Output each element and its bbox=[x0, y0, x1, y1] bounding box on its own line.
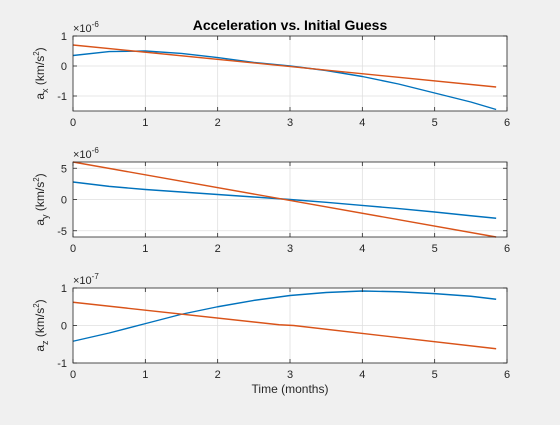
y-tick-label: 1 bbox=[61, 31, 67, 43]
x-tick-label: 3 bbox=[287, 369, 293, 381]
series-line-1 bbox=[72, 181, 497, 219]
y-tick-label: 1 bbox=[61, 283, 67, 295]
x-tick-label: 2 bbox=[215, 369, 221, 381]
x-tick-label: 6 bbox=[504, 117, 510, 129]
series-line-2 bbox=[72, 301, 497, 350]
y-exponent-label: ×10-7 bbox=[73, 272, 99, 287]
y-exponent-label: ×10-6 bbox=[73, 20, 99, 35]
y-axis-label: az (km/s2) bbox=[32, 299, 50, 351]
series-line-1 bbox=[72, 290, 497, 342]
x-tick-label: 0 bbox=[70, 369, 76, 381]
y-exponent-label: ×10-6 bbox=[73, 146, 99, 161]
x-tick-label: 2 bbox=[215, 117, 221, 129]
y-tick-label: 0 bbox=[61, 195, 67, 207]
x-tick-label: 5 bbox=[432, 369, 438, 381]
subplot-2: 0 1 2 3 4 5 6-505×10-6ay (km/s2) bbox=[32, 146, 510, 255]
x-tick-label: 4 bbox=[359, 369, 365, 381]
y-tick-label: 0 bbox=[61, 321, 67, 333]
x-tick-label: 6 bbox=[504, 369, 510, 381]
series-line-2 bbox=[72, 161, 497, 238]
x-tick-label: 1 bbox=[142, 369, 148, 381]
x-tick-label: 5 bbox=[432, 117, 438, 129]
x-tick-label: 3 bbox=[287, 243, 293, 255]
x-tick-label: 0 bbox=[70, 243, 76, 255]
y-tick-label: 5 bbox=[61, 163, 67, 175]
y-tick-label: -1 bbox=[57, 91, 67, 103]
x-tick-label: 4 bbox=[359, 117, 365, 129]
x-axis-label: Time (months) bbox=[252, 382, 329, 396]
y-tick-label: 0 bbox=[61, 61, 67, 73]
x-tick-label: 4 bbox=[359, 243, 365, 255]
x-tick-label: 1 bbox=[142, 117, 148, 129]
x-tick-label: 6 bbox=[504, 243, 510, 255]
x-tick-label: 5 bbox=[432, 243, 438, 255]
x-tick-label: 3 bbox=[287, 117, 293, 129]
y-tick-label: -5 bbox=[57, 226, 67, 238]
x-tick-label: 0 bbox=[70, 117, 76, 129]
subplot-3: 0 1 2 3 4 5 6-101×10-7az (km/s2)Time (months) bbox=[32, 272, 510, 396]
y-axis-label: ay (km/s2) bbox=[32, 173, 50, 225]
x-tick-label: 2 bbox=[215, 243, 221, 255]
x-tick-label: 1 bbox=[142, 243, 148, 255]
subplot-1: 0 1 2 3 4 5 6 -1 0 1 ×10-6 ax (km/s2) Acceleration v… bbox=[32, 17, 510, 129]
y-axis-label: ax (km/s2) bbox=[32, 47, 50, 99]
chart-title: Acceleration vs. Initial Guess bbox=[193, 17, 388, 33]
y-tick-label: -1 bbox=[57, 358, 67, 370]
series-line-2 bbox=[72, 44, 497, 88]
